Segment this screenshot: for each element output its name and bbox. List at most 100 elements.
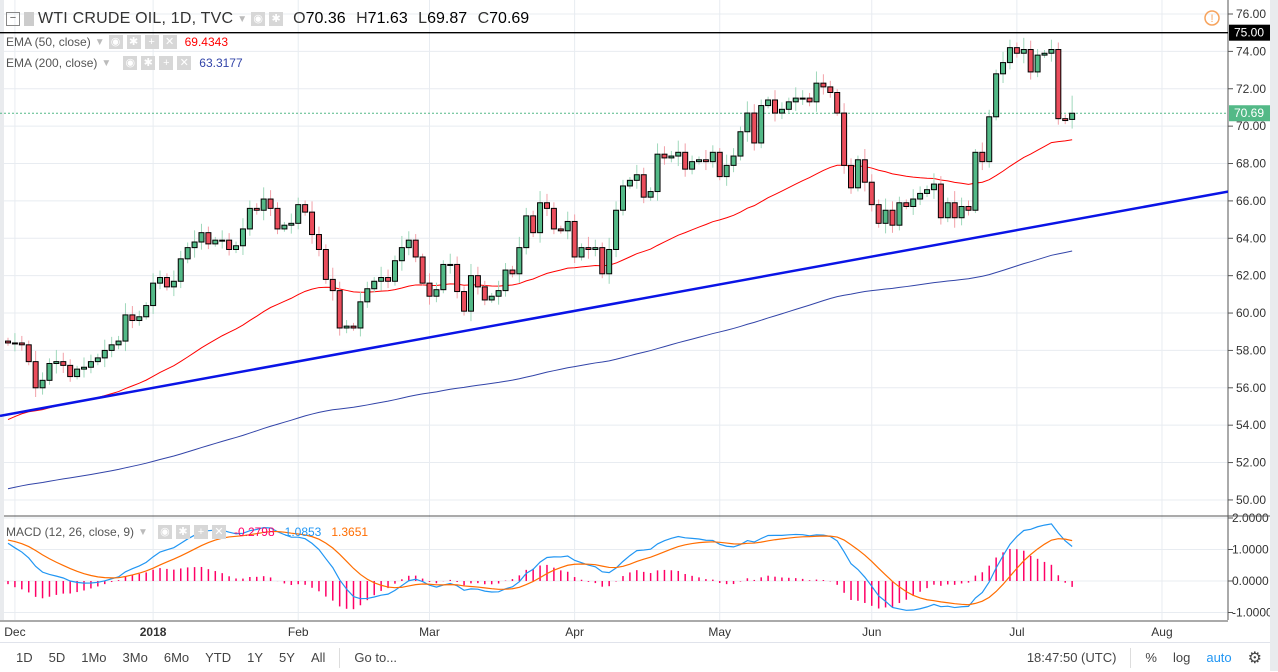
candle-up [647, 191, 654, 198]
range-ytd[interactable]: YTD [205, 650, 232, 665]
candle-up [778, 108, 785, 114]
candle-up [1069, 112, 1076, 120]
close-icon[interactable]: ✕ [177, 56, 192, 70]
eye-icon[interactable]: ◉ [157, 525, 172, 539]
ema200-value: 63.3177 [199, 56, 243, 70]
auto-toggle[interactable]: auto [1206, 650, 1232, 665]
macd-pane[interactable] [7, 523, 1073, 611]
plus-icon[interactable]: + [159, 56, 174, 70]
trend-line [0, 190, 1228, 418]
x-tick-label: Jun [862, 625, 881, 639]
candle-up [882, 209, 889, 224]
eye-icon[interactable]: ◉ [251, 12, 266, 26]
candle-up [295, 204, 302, 224]
candle-down [267, 198, 274, 209]
eye-icon[interactable]: ◉ [108, 35, 123, 49]
range-all[interactable]: All [310, 650, 326, 665]
candle-up [371, 280, 378, 290]
candle-down [557, 228, 564, 232]
candle-up [378, 277, 385, 282]
candle-down [253, 207, 260, 211]
gear-icon[interactable]: ✱ [269, 12, 284, 26]
range-1y[interactable]: 1Y [247, 650, 264, 665]
candle-up [606, 248, 613, 275]
candle-down [951, 202, 958, 219]
price-chart[interactable]: 76.00 74.00 72.00 70.00 68.00 66.00 64.00 62.00… [0, 0, 1270, 642]
candle-down [543, 202, 550, 209]
y-tick-label: 52.00 [1236, 456, 1266, 470]
settings-gear-icon[interactable]: ⚙ [1247, 649, 1262, 667]
flag-icon [24, 12, 34, 26]
y-tick-label: 72.00 [1236, 82, 1266, 96]
alert-icon [1204, 10, 1220, 26]
bottom-toolbar: 1D 5D 1Mo 3Mo 6Mo YTD 1Y 5Y All Go to...… [0, 642, 1270, 672]
candle-up [799, 97, 806, 100]
price-pane[interactable] [0, 32, 1228, 490]
collapse-icon[interactable]: − [6, 12, 20, 26]
range-1mo[interactable]: 1Mo [81, 650, 107, 665]
candle-up [944, 202, 951, 219]
candle-up [150, 282, 157, 307]
candle-down [585, 247, 592, 250]
candle-down [129, 314, 136, 322]
candle-down [474, 275, 481, 288]
chevron-down-icon[interactable]: ▼ [138, 526, 148, 538]
eye-icon[interactable]: ◉ [123, 56, 138, 70]
range-5y[interactable]: 5Y [279, 650, 295, 665]
chevron-down-icon[interactable]: ▼ [101, 57, 112, 69]
candle-down [481, 286, 488, 301]
candle-up [11, 342, 18, 345]
range-3mo[interactable]: 3Mo [122, 650, 148, 665]
candle-up [1006, 47, 1013, 64]
candle-down [302, 204, 309, 213]
candle-up [578, 247, 585, 258]
candle-down [979, 151, 986, 163]
range-6mo[interactable]: 6Mo [163, 650, 190, 665]
candle-down [820, 82, 827, 88]
candle-up [765, 99, 772, 107]
candle-up [281, 224, 288, 230]
candle-up [184, 247, 191, 260]
last-price-tag [1229, 105, 1270, 122]
symbol-title: WTI CRUDE OIL, 1D, TVC [38, 10, 234, 27]
candle-up [723, 164, 730, 178]
macd-legend: MACD (12, 26, close, 9) ▼ ◉ ✱ + ✕ -0.2798 1… [6, 525, 368, 539]
chevron-down-icon[interactable]: ▼ [237, 13, 248, 25]
candle-up [212, 239, 219, 245]
percent-toggle[interactable]: % [1145, 650, 1157, 665]
ema50-value: 69.4343 [184, 35, 228, 49]
x-tick-label: Aug [1151, 625, 1172, 639]
x-tick-label: Jul [1009, 625, 1024, 639]
plus-icon[interactable]: + [193, 525, 208, 539]
candle-up [785, 101, 792, 110]
divider [1130, 647, 1132, 668]
close-icon[interactable]: ✕ [162, 35, 177, 49]
scrollbar[interactable] [1270, 0, 1278, 671]
range-5d[interactable]: 5D [48, 650, 66, 665]
candle-up [357, 301, 364, 329]
range-1d[interactable]: 1D [16, 650, 33, 665]
candle-up [260, 198, 267, 211]
last-price-label: 70.69 [1234, 106, 1264, 120]
candle-up [177, 258, 184, 282]
chevron-down-icon[interactable]: ▼ [94, 36, 105, 48]
candle-up [74, 368, 81, 378]
gear-icon[interactable]: ✱ [126, 35, 141, 49]
macd-y-tick-label: -1.0000 [1232, 606, 1270, 620]
candle-down [350, 325, 357, 329]
candle-down [329, 278, 336, 292]
candle-up [910, 198, 917, 208]
candle-down [509, 269, 516, 275]
gear-icon[interactable]: ✱ [141, 56, 156, 70]
candle-up [1000, 62, 1007, 75]
y-tick-label: 56.00 [1236, 381, 1266, 395]
candle-down [530, 215, 537, 234]
candle-up [689, 161, 696, 170]
log-toggle[interactable]: log [1172, 650, 1191, 665]
close-icon[interactable]: ✕ [211, 525, 226, 539]
candle-down [702, 159, 709, 163]
go-to-button[interactable]: Go to... [354, 650, 398, 665]
gear-icon[interactable]: ✱ [175, 525, 190, 539]
candle-up [143, 305, 150, 318]
plus-icon[interactable]: + [144, 35, 159, 49]
